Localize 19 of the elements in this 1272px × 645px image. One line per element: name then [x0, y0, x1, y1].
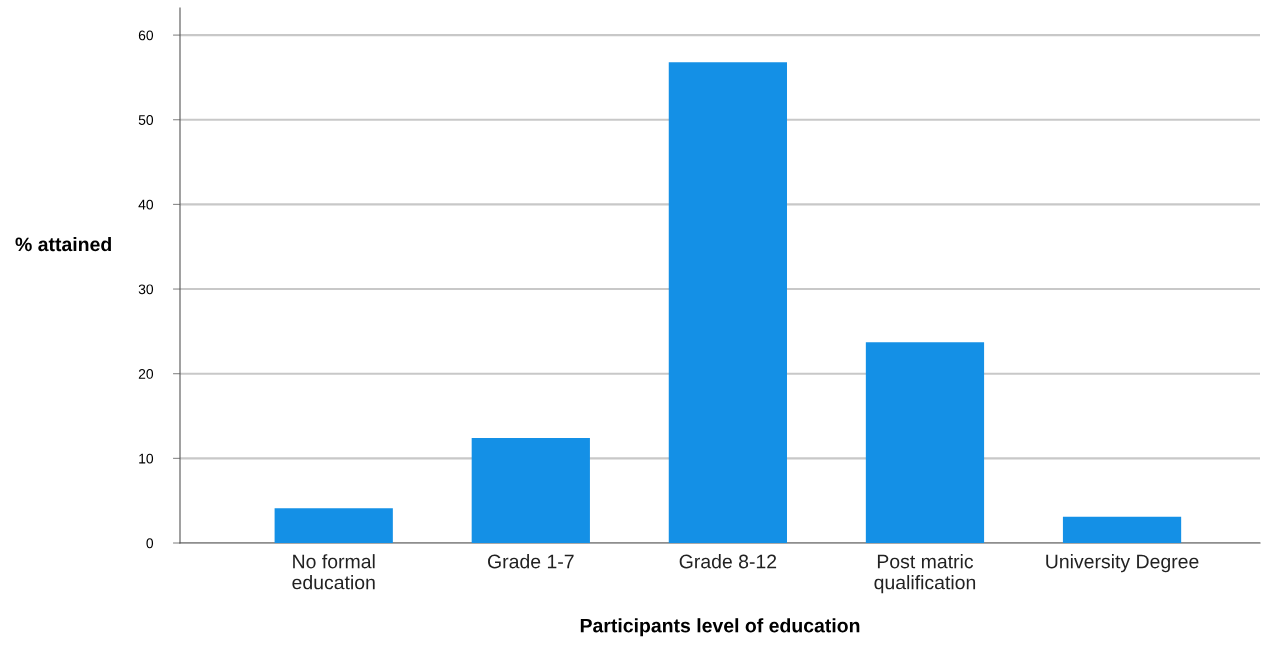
y-tick-label: 40 — [138, 199, 154, 210]
y-axis-title: % attained — [15, 236, 111, 252]
y-tick-label: 20 — [138, 369, 154, 379]
x-tick-label: No formal education — [292, 554, 375, 590]
bar — [274, 508, 393, 543]
x-tick-label: Grade 8-12 — [679, 554, 777, 569]
x-axis-title: Participants level of education — [580, 618, 860, 637]
bar — [865, 342, 985, 543]
y-tick-label: 0 — [146, 538, 154, 549]
x-tick-label: University Degree — [1046, 554, 1199, 573]
y-tick-label: 60 — [138, 30, 154, 41]
y-tick-label: 50 — [138, 115, 154, 125]
x-tick-label: Post matric qualification — [874, 554, 976, 594]
bar — [668, 62, 788, 543]
y-tick-label: 30 — [138, 284, 154, 295]
bar — [471, 438, 590, 543]
x-tick-label: Grade 1-7 — [488, 554, 574, 569]
bar — [1062, 516, 1182, 543]
y-tick-label: 10 — [139, 453, 154, 464]
